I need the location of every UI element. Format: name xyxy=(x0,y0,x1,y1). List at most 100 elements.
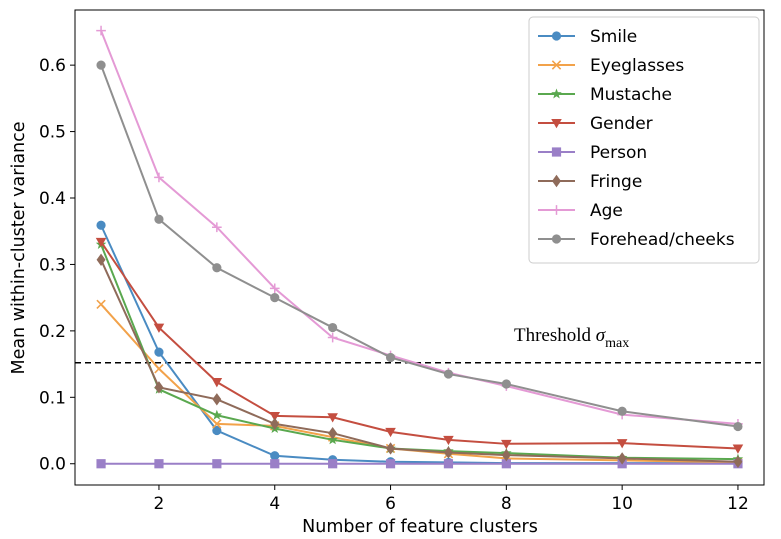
data-point-forehead-cheeks xyxy=(385,352,396,363)
legend-entry-forehead-cheeks: Forehead/cheeks xyxy=(538,230,735,250)
axes-layer: 2 4 6 8 10 12 0.0 0.1 0.2 0.3 0.4 0.5 0.6 xyxy=(39,9,765,514)
data-point-gender xyxy=(385,427,396,438)
threshold-subscript: max xyxy=(605,336,629,351)
legend-entry-age: Age xyxy=(538,201,623,221)
data-point-gender xyxy=(211,378,223,388)
data-point-fringe xyxy=(154,381,164,394)
y-tick-label: 0.2 xyxy=(39,322,66,342)
legend-entry-mustache: Mustache xyxy=(538,85,672,105)
data-point-eyeglasses xyxy=(96,299,106,310)
series-fringe xyxy=(96,253,743,468)
data-point-gender xyxy=(443,435,454,446)
data-point-person xyxy=(385,459,396,469)
legend-marker-mustache xyxy=(551,88,562,99)
x-tick-label: 10 xyxy=(611,494,633,514)
legend-marker-forehead-cheeks xyxy=(551,234,562,244)
data-point-fringe xyxy=(270,417,280,431)
data-point-age xyxy=(154,172,164,183)
legend-entry-smile: Smile xyxy=(538,27,637,47)
legend-marker-eyeglasses xyxy=(551,60,562,70)
series-line-mustache xyxy=(100,244,738,461)
legend-label-age: Age xyxy=(590,201,623,221)
data-point-gender xyxy=(153,323,165,333)
legend-label-person: Person xyxy=(590,143,647,163)
series-layer xyxy=(95,25,744,469)
data-point-smile xyxy=(212,425,222,436)
series-line-fringe xyxy=(100,259,738,463)
data-point-smile xyxy=(96,220,106,230)
data-point-person xyxy=(96,459,106,469)
data-point-forehead-cheeks xyxy=(212,263,222,273)
x-tick-label: 12 xyxy=(727,494,749,514)
legend-marker-smile xyxy=(551,31,562,41)
legend-label-gender: Gender xyxy=(590,114,653,134)
y-tick-label: 0.3 xyxy=(39,255,66,275)
y-tick-label: 0.6 xyxy=(39,56,66,76)
data-point-eyeglasses xyxy=(212,419,222,429)
threshold-label: Threshold σmax xyxy=(514,325,629,351)
data-point-fringe xyxy=(617,452,627,465)
y-tick-label: 0.4 xyxy=(39,189,66,209)
legend-label-forehead-cheeks: Forehead/cheeks xyxy=(590,230,735,250)
x-tick-label: 4 xyxy=(269,494,280,514)
data-point-age xyxy=(269,283,280,294)
data-point-fringe xyxy=(501,448,511,462)
threshold-symbol: σ xyxy=(596,325,606,346)
legend-label-mustache: Mustache xyxy=(590,85,672,105)
legend-entry-gender: Gender xyxy=(538,114,653,134)
data-point-person xyxy=(443,459,454,469)
data-point-forehead-cheeks xyxy=(443,369,454,379)
data-point-smile xyxy=(270,451,280,461)
data-point-age xyxy=(327,332,338,343)
data-point-forehead-cheeks xyxy=(154,214,164,224)
data-point-fringe xyxy=(212,393,222,406)
series-forehead-cheeks xyxy=(96,60,743,432)
data-point-smile xyxy=(154,347,164,357)
data-point-fringe xyxy=(96,253,106,267)
x-tick-label: 6 xyxy=(385,494,396,514)
legend-entry-person: Person xyxy=(538,143,647,163)
y-tick-label: 0.0 xyxy=(39,455,66,475)
series-line-gender xyxy=(100,241,738,450)
data-point-person xyxy=(501,459,511,469)
data-point-eyeglasses xyxy=(154,364,164,374)
y-tick-label: 0.1 xyxy=(39,388,66,408)
data-point-fringe xyxy=(386,442,396,455)
data-point-person xyxy=(212,459,222,469)
data-point-forehead-cheeks xyxy=(617,406,627,416)
data-point-age xyxy=(212,222,222,233)
series-line-eyeglasses xyxy=(100,303,738,464)
data-point-fringe xyxy=(328,426,338,440)
threshold-label-text: Threshold xyxy=(514,325,596,346)
data-point-gender xyxy=(501,439,512,450)
legend-marker-person xyxy=(551,147,562,157)
x-tick-label: 2 xyxy=(154,494,165,514)
data-point-person xyxy=(328,459,338,469)
series-mustache xyxy=(95,238,744,464)
legend-label-fringe: Fringe xyxy=(590,172,642,192)
legend-entry-eyeglasses: Eyeglasses xyxy=(538,56,684,76)
data-point-gender xyxy=(95,237,107,248)
x-axis-title: Number of feature clusters xyxy=(302,517,538,537)
data-point-gender xyxy=(616,439,628,449)
series-eyeglasses xyxy=(96,299,743,468)
y-axis-title: Mean within-cluster variance xyxy=(9,121,29,374)
data-point-person xyxy=(154,459,164,469)
data-point-fringe xyxy=(733,455,743,468)
data-point-gender xyxy=(269,411,281,422)
legend: Smile Eyeglasses Mustache Gender Person Fring… xyxy=(528,16,760,264)
series-line-forehead-cheeks xyxy=(100,64,739,428)
legend-box xyxy=(528,16,760,264)
legend-marker-age xyxy=(551,205,562,215)
data-point-forehead-cheeks xyxy=(96,60,106,70)
y-tick-label: 0.5 xyxy=(39,123,66,143)
legend-label-eyeglasses: Eyeglasses xyxy=(590,56,684,76)
x-tick-label: 8 xyxy=(501,494,512,514)
legend-marker-fringe xyxy=(552,174,561,188)
data-point-forehead-cheeks xyxy=(733,421,743,432)
data-point-gender xyxy=(732,444,744,454)
data-point-forehead-cheeks xyxy=(501,379,511,389)
legend-entry-fringe: Fringe xyxy=(538,172,642,192)
